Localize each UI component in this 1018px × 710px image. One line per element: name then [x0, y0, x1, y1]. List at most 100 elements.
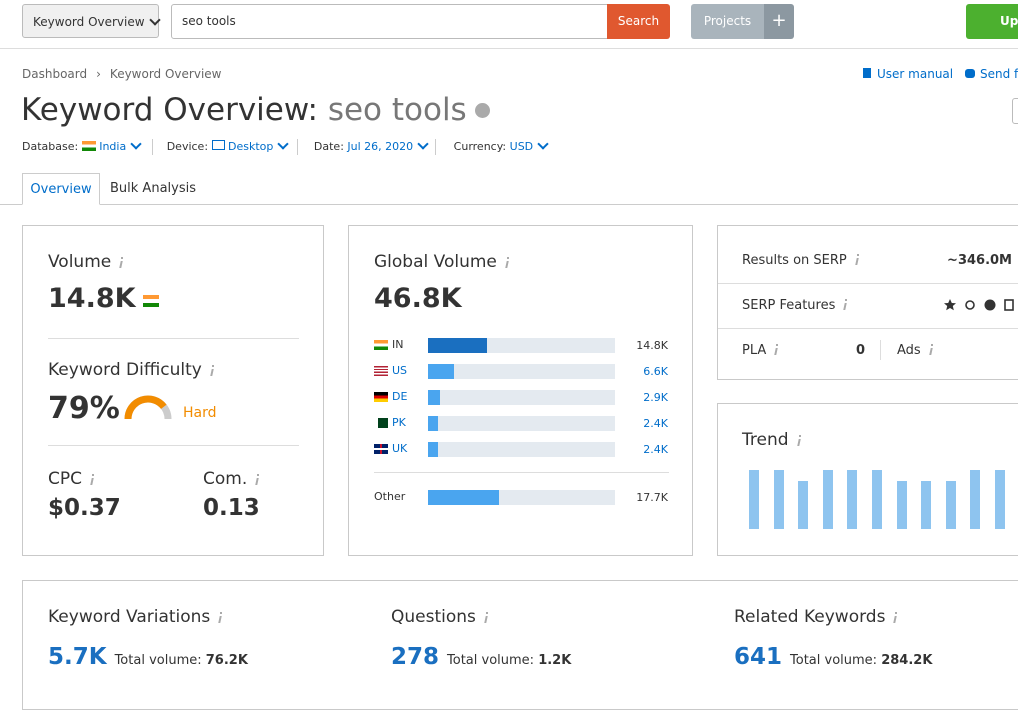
- pla-value: 0: [856, 343, 866, 358]
- label: Results on SERP: [742, 253, 847, 268]
- country-code: DE: [392, 390, 408, 403]
- link-text: User manual: [877, 67, 954, 81]
- bar-track: [428, 364, 615, 379]
- volume-label: 2.4K: [643, 443, 668, 456]
- tab-active[interactable]: Overview: [22, 173, 100, 205]
- flag: [374, 418, 388, 428]
- volume-value: 14.8K: [48, 283, 136, 314]
- card-title: Trend: [742, 430, 789, 450]
- country-label: Other: [374, 490, 406, 503]
- bar: [428, 442, 438, 457]
- volume-label: 14.8K: [636, 339, 668, 352]
- breadcrumb: Dashboard › Keyword Overview: [22, 67, 222, 81]
- trend-bar: [749, 470, 759, 529]
- difficulty-value: 79%: [48, 391, 120, 426]
- card-title: Questions: [391, 607, 476, 627]
- bar: [428, 490, 499, 505]
- trend-bar: [896, 481, 907, 529]
- serp-feature-icons: [944, 299, 1014, 311]
- difficulty-gauge: [124, 395, 172, 420]
- label: SERP Features: [742, 298, 836, 313]
- trend-bar: [773, 470, 784, 529]
- filter-label: Currency:: [453, 140, 507, 153]
- bar-track: [428, 442, 615, 457]
- bar-track: [428, 490, 615, 505]
- volume-label: 17.7K: [636, 491, 668, 504]
- trend-card: Trend: [717, 403, 1018, 556]
- global-volume-card: Global Volume 46.8K IN 14.8K US 6.6K DE 2.9K P…: [348, 225, 693, 556]
- difficulty-level: Hard: [183, 405, 217, 421]
- tab[interactable]: Bulk Analysis: [110, 181, 196, 196]
- trend-bar: [822, 470, 833, 529]
- trend-bar: [970, 470, 981, 529]
- total-label: Total volume:: [447, 653, 535, 668]
- card-title: Global Volume: [374, 252, 497, 272]
- bottom-card: Keyword Variations 5.7K Total volume: 76.…: [22, 580, 1018, 710]
- trend-bar: [945, 481, 956, 529]
- feedback-link[interactable]: Send fe: [965, 67, 1018, 81]
- bar-track: [428, 390, 615, 405]
- filter-value[interactable]: India: [99, 140, 127, 153]
- volume-card: Volume 14.8K Keyword Difficulty 79% Hard…: [22, 225, 324, 556]
- label: PLA: [742, 343, 767, 358]
- count[interactable]: 5.7K: [48, 644, 107, 670]
- add-icon[interactable]: [474, 103, 490, 118]
- upgrade-label: Upg: [1000, 14, 1018, 28]
- country-code: PK: [392, 416, 406, 429]
- top-bar: [0, 0, 1018, 49]
- serp-results: ~346.0M: [947, 253, 1012, 268]
- total: 1.2K: [538, 653, 572, 668]
- dropdown-label: Keyword Overview: [33, 15, 145, 29]
- total-label: Total volume:: [114, 653, 202, 668]
- filter-value[interactable]: Jul 26, 2020: [347, 140, 414, 153]
- country-code: UK: [392, 442, 408, 455]
- flag: [374, 392, 388, 402]
- trend-bar: [798, 481, 809, 529]
- bar-track: [428, 416, 615, 431]
- bar: [428, 390, 440, 405]
- side-button[interactable]: [1012, 98, 1018, 124]
- filter-value[interactable]: Desktop: [228, 140, 274, 153]
- total: 284.2K: [881, 653, 933, 668]
- count[interactable]: 278: [391, 644, 440, 670]
- volume-label: 2.4K: [643, 417, 668, 430]
- total-label: Total volume:: [790, 653, 878, 668]
- title: Keyword Overview:: [21, 92, 318, 128]
- country-code: IN: [392, 338, 404, 351]
- serp-card: Results on SERP ~346.0M SERP Features PL…: [717, 225, 1018, 380]
- card-title: Keyword Variations: [48, 607, 211, 627]
- filter-label: Device:: [166, 140, 209, 153]
- projects-button[interactable]: Projects: [691, 4, 764, 39]
- flag: [374, 366, 388, 376]
- query: seo tools: [327, 92, 467, 128]
- search-input[interactable]: seo tools: [171, 4, 608, 39]
- crumb[interactable]: Dashboard: [22, 67, 88, 81]
- label: Ads: [897, 343, 921, 358]
- tab-line: [0, 204, 1018, 205]
- gauge-fill: [124, 395, 167, 420]
- flag: [374, 340, 388, 350]
- count[interactable]: 641: [734, 644, 783, 670]
- card-title: Keyword Difficulty: [48, 360, 202, 380]
- trend-bar: [872, 470, 882, 529]
- bar-track: [428, 338, 615, 353]
- search-button[interactable]: Search: [607, 4, 670, 39]
- user-manual-link[interactable]: User manual: [863, 67, 953, 81]
- flag: [374, 444, 388, 454]
- card-title: Volume: [48, 252, 112, 272]
- tool-dropdown[interactable]: Keyword Overview: [22, 4, 161, 38]
- volume-label: 6.6K: [643, 365, 668, 378]
- volume-label: 2.9K: [643, 391, 668, 404]
- add-project[interactable]: +: [764, 4, 794, 39]
- filters: Database: India Device: Desktop Date: Ju…: [22, 138, 553, 153]
- trend-bar: [847, 470, 858, 529]
- search-text: seo tools: [182, 14, 236, 28]
- bar: [428, 364, 455, 379]
- trend-bar: [995, 470, 1005, 529]
- filter-value[interactable]: USD: [509, 140, 534, 153]
- crumb: Keyword Overview: [109, 67, 222, 81]
- bar: [428, 416, 438, 431]
- card-title: CPC: [48, 469, 82, 489]
- upgrade-button[interactable]: Upg: [966, 4, 1018, 39]
